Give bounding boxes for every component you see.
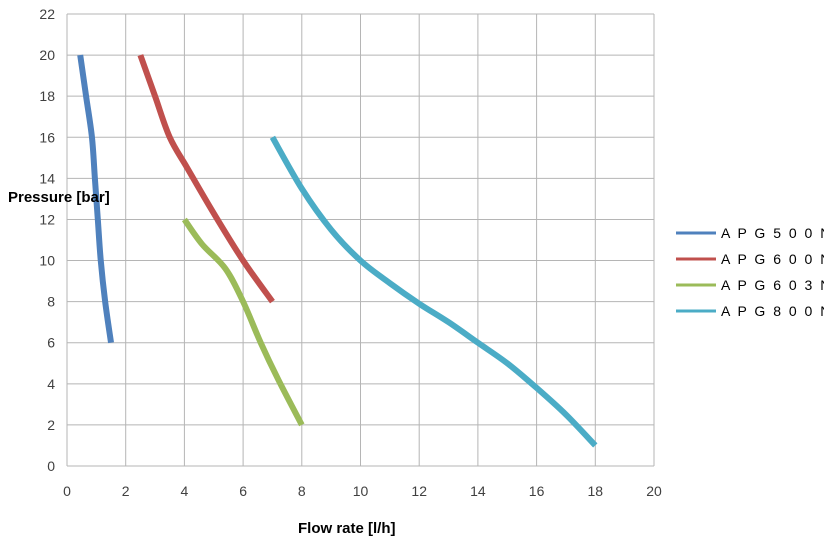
tick-labels: 0 2 4 6 8 10 12 14 16 18 20 22 0 2 4 6 8 10 12 14 16 18 20 — [39, 6, 662, 499]
y-tick-label: 22 — [39, 6, 55, 22]
x-tick-label: 14 — [470, 483, 486, 499]
legend-label: A P G 6 0 3 N — [721, 277, 824, 293]
y-tick-label: 14 — [39, 170, 55, 186]
legend: A P G 5 0 0 N A P G 6 0 0 N A P G 6 0 3 N A… — [676, 225, 824, 319]
y-tick-label: 12 — [39, 211, 55, 227]
legend-label: A P G 5 0 0 N — [721, 225, 824, 241]
y-axis-title: Pressure [bar] — [8, 189, 110, 206]
x-axis-title: Flow rate [l/h] — [298, 520, 396, 537]
x-tick-label: 4 — [181, 483, 189, 499]
x-tick-label: 6 — [239, 483, 247, 499]
x-tick-label: 18 — [588, 483, 604, 499]
y-tick-label: 16 — [39, 129, 55, 145]
x-tick-label: 0 — [63, 483, 71, 499]
x-tick-label: 12 — [411, 483, 427, 499]
x-tick-label: 20 — [646, 483, 662, 499]
x-tick-label: 2 — [122, 483, 130, 499]
series-line — [77, 54, 114, 344]
y-tick-label: 4 — [47, 376, 55, 392]
x-tick-label: 8 — [298, 483, 306, 499]
grid-lines — [66, 13, 655, 467]
legend-label: A P G 6 0 0 N — [721, 251, 824, 267]
y-tick-label: 8 — [47, 294, 55, 310]
series-line — [137, 54, 275, 304]
y-tick-label: 0 — [47, 458, 55, 474]
series-line — [269, 135, 598, 448]
legend-label: A P G 8 0 0 N — [721, 303, 824, 319]
series-line — [181, 217, 305, 427]
series-lines — [77, 54, 598, 448]
x-tick-label: 10 — [353, 483, 369, 499]
y-tick-label: 18 — [39, 88, 55, 104]
x-tick-label: 16 — [529, 483, 545, 499]
y-tick-label: 2 — [47, 417, 55, 433]
y-tick-label: 10 — [39, 253, 55, 269]
y-tick-label: 20 — [39, 47, 55, 63]
y-tick-label: 6 — [47, 335, 55, 351]
